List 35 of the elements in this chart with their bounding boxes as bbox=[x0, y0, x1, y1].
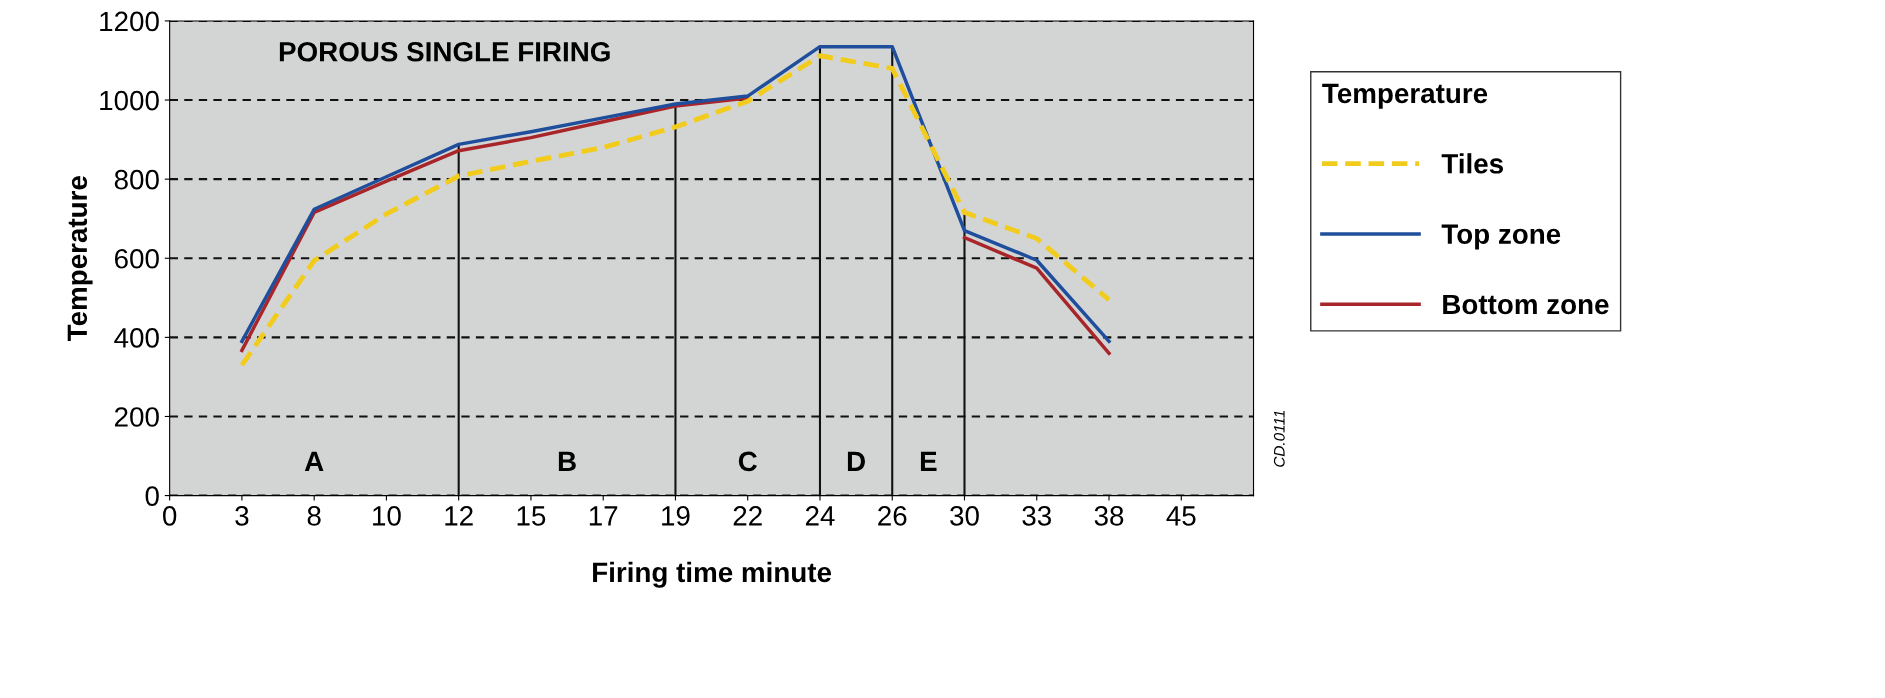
x-axis-title: Firing time minute bbox=[593, 561, 832, 588]
annotation: B bbox=[558, 451, 576, 471]
x-tick-label: 12 bbox=[445, 506, 473, 526]
annotation: E bbox=[920, 451, 937, 471]
legend-label: Top zone bbox=[1441, 224, 1561, 250]
y-tick-label: 800 bbox=[114, 169, 159, 190]
x-tick-label: 33 bbox=[1022, 506, 1051, 526]
x-tick-label: 38 bbox=[1094, 506, 1124, 526]
x-tick-label: 19 bbox=[662, 506, 690, 526]
x-tick-label: 17 bbox=[589, 506, 618, 526]
x-tick-label: 30 bbox=[950, 506, 979, 526]
legend-label: Bottom zone bbox=[1443, 294, 1609, 315]
x-tick-label: 3 bbox=[235, 506, 249, 526]
legend-label: Tiles bbox=[1441, 153, 1503, 174]
legend-title: Temperature bbox=[1322, 83, 1488, 109]
y-tick-label: 600 bbox=[115, 248, 159, 269]
x-tick-label: 22 bbox=[733, 506, 762, 526]
y-tick-label: 1200 bbox=[100, 11, 159, 32]
x-tick-label: 24 bbox=[805, 506, 835, 526]
annotation: C bbox=[738, 451, 757, 472]
y-tick-label: 0 bbox=[145, 486, 159, 506]
text: POROUS SINGLE FIRING bbox=[279, 41, 610, 62]
y-tick-label: 400 bbox=[114, 328, 159, 348]
y-tick-label: 200 bbox=[114, 407, 159, 427]
x-tick-label: 26 bbox=[878, 506, 907, 526]
x-tick-label: 45 bbox=[1166, 506, 1196, 526]
x-tick-label: 15 bbox=[517, 506, 546, 526]
y-tick-label: 1000 bbox=[100, 90, 159, 111]
x-tick-label: 0 bbox=[163, 506, 177, 526]
x-tick-label: 10 bbox=[373, 506, 401, 526]
y-axis-title: Temperature bbox=[67, 176, 93, 342]
annotation: D bbox=[847, 451, 865, 471]
text: CD.0111 bbox=[1273, 410, 1285, 467]
x-tick-label: 8 bbox=[307, 506, 321, 526]
annotation: A bbox=[304, 451, 324, 471]
